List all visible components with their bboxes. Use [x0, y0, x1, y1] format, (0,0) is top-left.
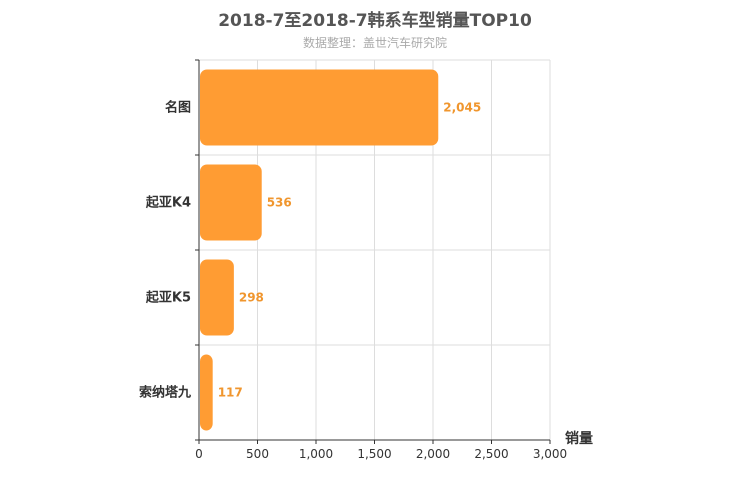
x-tick-label: 500 [246, 447, 269, 461]
data-label: 298 [239, 291, 264, 305]
x-tick-label: 1,000 [299, 447, 333, 461]
data-label: 2,045 [443, 101, 481, 115]
y-tick-label: 起亚K5 [145, 290, 191, 306]
x-tick-label: 2,000 [416, 447, 450, 461]
x-tick-label: 1,500 [357, 447, 391, 461]
bar [200, 259, 234, 336]
x-tick-label: 0 [195, 447, 203, 461]
data-label: 117 [218, 386, 243, 400]
bar [200, 354, 213, 431]
bar [200, 69, 439, 146]
y-tick-label: 索纳塔九 [139, 385, 191, 401]
chart-title: 2018-7至2018-7韩系车型销量TOP10 [218, 11, 532, 31]
y-tick-label: 起亚K4 [145, 195, 191, 211]
x-tick-label: 3,000 [533, 447, 567, 461]
x-axis-title: 销量 [565, 430, 593, 447]
bar [200, 164, 262, 241]
y-tick-label: 名图 [165, 100, 191, 116]
data-label: 536 [267, 196, 292, 210]
chart-subtitle: 数据整理：盖世汽车研究院 [302, 36, 447, 50]
x-tick-label: 2,500 [474, 447, 508, 461]
